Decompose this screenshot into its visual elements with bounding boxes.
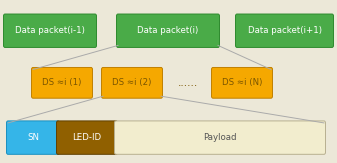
FancyBboxPatch shape bbox=[212, 67, 273, 98]
FancyBboxPatch shape bbox=[3, 14, 96, 47]
FancyBboxPatch shape bbox=[117, 14, 219, 47]
Text: Data packet(i+1): Data packet(i+1) bbox=[247, 26, 321, 35]
Text: SN: SN bbox=[27, 133, 39, 142]
FancyBboxPatch shape bbox=[6, 121, 60, 154]
Text: Data packet(i): Data packet(i) bbox=[137, 26, 198, 35]
FancyBboxPatch shape bbox=[236, 14, 334, 47]
FancyBboxPatch shape bbox=[101, 67, 162, 98]
Text: DS ≈i (N): DS ≈i (N) bbox=[222, 78, 262, 87]
FancyBboxPatch shape bbox=[115, 121, 326, 154]
Text: Payload: Payload bbox=[203, 133, 237, 142]
Text: DS ≈i (2): DS ≈i (2) bbox=[112, 78, 152, 87]
Text: DS ≈i (1): DS ≈i (1) bbox=[42, 78, 82, 87]
Text: Data packet(i-1): Data packet(i-1) bbox=[15, 26, 85, 35]
Text: ......: ...... bbox=[178, 78, 198, 88]
FancyBboxPatch shape bbox=[31, 67, 92, 98]
Text: LED-ID: LED-ID bbox=[72, 133, 101, 142]
FancyBboxPatch shape bbox=[57, 121, 118, 154]
